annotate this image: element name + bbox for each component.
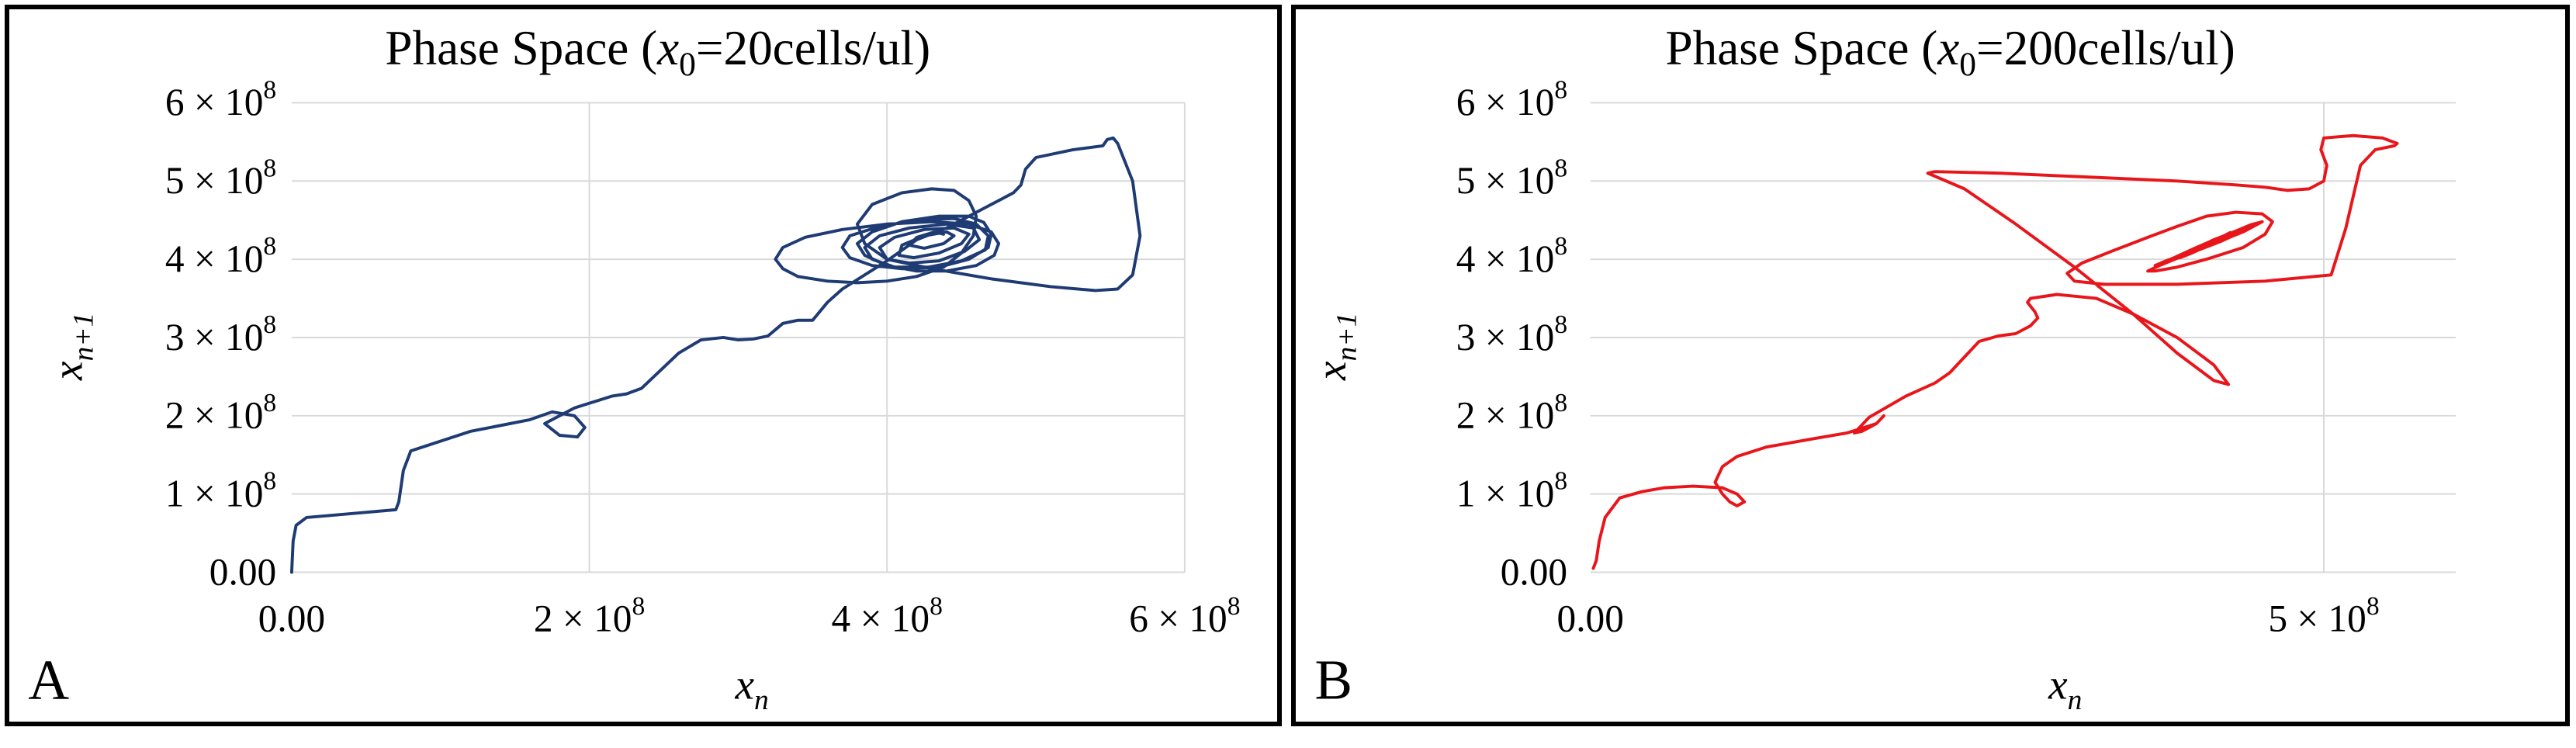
y-tick-label: 0.00 [209,550,276,593]
y-tick-label: 1 × 108 [1456,467,1567,515]
x-tick-label: 6 × 108 [1129,592,1240,640]
x-axis-label: xn [2048,660,2082,716]
y-tick-label: 6 × 108 [165,76,276,124]
panel-a: 0.00 1 × 108 2 × 108 3 × 108 4 × 108 5 × 108 6… [5,5,1282,726]
y-tick-label: 6 × 108 [1456,76,1567,124]
chart-title: Phase Space (x0=20cells/ul) [385,21,930,83]
panel-label: A [28,648,69,711]
phase-trajectory-line [1591,133,2399,570]
y-tick-label: 2 × 108 [1456,389,1567,437]
y-axis-label: xn+1 [1307,313,1363,381]
y-tick-label: 5 × 108 [1456,154,1567,202]
y-tick-label: 3 × 108 [1456,310,1567,358]
x-tick-label: 2 × 108 [534,592,645,640]
panel-b: 0.00 1 × 108 2 × 108 3 × 108 4 × 108 5 × 108 6… [1291,5,2570,726]
phase-space-chart-a: 0.00 1 × 108 2 × 108 3 × 108 4 × 108 5 × 108 6… [28,21,1240,716]
x-tick-label: 5 × 108 [2268,592,2379,640]
y-tick-label: 0.00 [1501,550,1567,593]
x-tick-label: 4 × 108 [832,592,943,640]
phase-space-chart-b: 0.00 1 × 108 2 × 108 3 × 108 4 × 108 5 × 108 6… [1307,21,2457,716]
y-tick-label: 5 × 108 [165,154,276,202]
chart-title: Phase Space (x0=200cells/ul) [1666,21,2235,83]
y-tick-label: 4 × 108 [165,232,276,280]
panel-label: B [1314,648,1352,711]
y-tick-label: 1 × 108 [165,467,276,515]
x-tick-label: 0.00 [258,597,325,640]
y-tick-label: 3 × 108 [165,310,276,358]
phase-trajectory-line [289,136,1142,574]
y-tick-label: 4 × 108 [1456,232,1567,280]
y-axis-label: xn+1 [43,313,99,381]
x-tick-label: 0.00 [1557,597,1624,640]
y-tick-label: 2 × 108 [165,389,276,437]
x-axis-label: xn [735,660,769,716]
